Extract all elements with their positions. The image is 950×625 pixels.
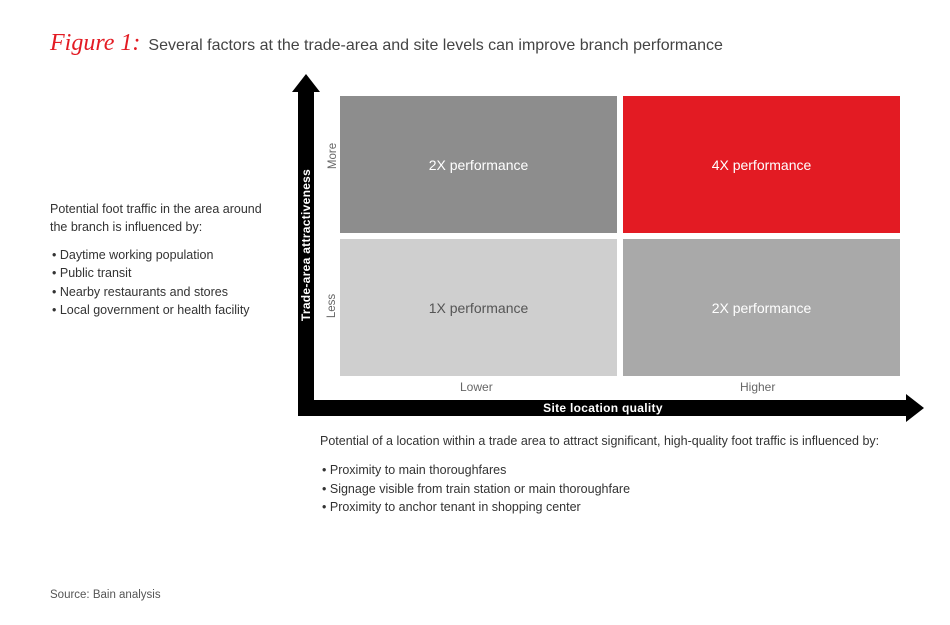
y-axis-description-intro: Potential foot traffic in the area aroun… (50, 200, 280, 236)
figure-header: Figure 1: Several factors at the trade-a… (50, 30, 723, 57)
quadrant-bottom-right: 2X performance (623, 239, 900, 376)
list-item: Daytime working population (52, 246, 280, 264)
x-axis-title: Site location quality (298, 400, 908, 416)
list-item: Proximity to main thoroughfares (322, 461, 880, 480)
x-axis-category-high: Higher (740, 380, 775, 394)
x-axis-description-intro: Potential of a location within a trade a… (320, 432, 880, 451)
list-item: Public transit (52, 264, 280, 282)
y-axis-title: Trade-area attractiveness (298, 90, 314, 400)
list-item: Nearby restaurants and stores (52, 283, 280, 301)
quadrant-bottom-left: 1X performance (340, 239, 617, 376)
quadrant-top-left: 2X performance (340, 96, 617, 233)
list-item: Proximity to anchor tenant in shopping c… (322, 498, 880, 517)
y-axis-category-low: Less (320, 300, 336, 312)
x-axis-description-bullets: Proximity to main thoroughfares Signage … (320, 461, 880, 517)
y-axis-description: Potential foot traffic in the area aroun… (50, 200, 280, 319)
quadrant-label: 2X performance (712, 300, 812, 316)
source-citation: Source: Bain analysis (50, 589, 161, 601)
x-axis-description: Potential of a location within a trade a… (320, 432, 880, 517)
quadrant-top-right: 4X performance (623, 96, 900, 233)
quadrant-label: 2X performance (429, 157, 529, 173)
quadrant-label: 4X performance (712, 157, 812, 173)
x-axis-category-low: Lower (460, 380, 493, 394)
list-item: Local government or health facility (52, 301, 280, 319)
figure-number: Figure 1: (50, 30, 140, 57)
quadrant-matrix: 2X performance 4X performance 1X perform… (340, 96, 900, 376)
y-axis-category-high: More (320, 150, 336, 162)
quadrant-label: 1X performance (429, 300, 529, 316)
y-axis-description-bullets: Daytime working population Public transi… (50, 246, 280, 319)
list-item: Signage visible from train station or ma… (322, 480, 880, 499)
figure-caption: Several factors at the trade-area and si… (148, 37, 723, 55)
